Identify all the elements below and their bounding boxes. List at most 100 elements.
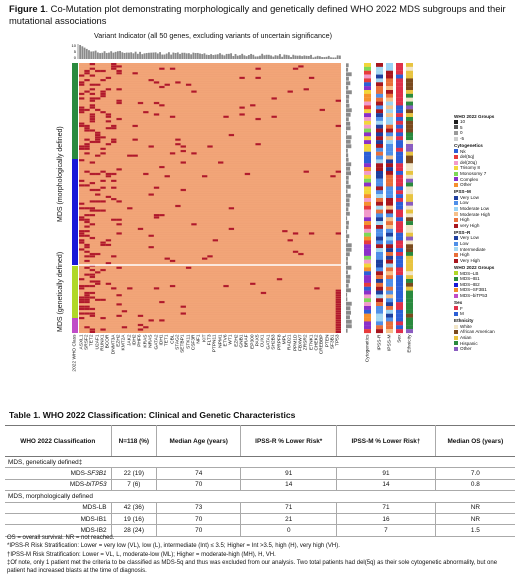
annotation-cell xyxy=(376,248,383,253)
variant-bar xyxy=(232,56,235,59)
mutation-cell xyxy=(335,326,341,329)
mutation-cell xyxy=(148,246,154,249)
annotation-cell xyxy=(386,63,393,67)
mutation-cell xyxy=(335,316,341,320)
mutation-cell xyxy=(116,117,122,121)
mutation-cell xyxy=(111,138,117,141)
annotation-cell xyxy=(376,155,383,160)
frequency-bar xyxy=(346,139,351,144)
annotation-cell xyxy=(396,117,403,121)
frequency-bar xyxy=(346,135,352,140)
frequency-bar xyxy=(346,81,351,86)
annotation-cell xyxy=(406,105,413,110)
mutation-cell xyxy=(89,284,96,288)
annotation-cell xyxy=(396,321,403,326)
mutation-cell xyxy=(223,115,229,118)
side-label-morph: MDS (morphologically defined) xyxy=(57,126,64,222)
variant-bar xyxy=(243,55,246,59)
mutation-cell xyxy=(79,74,85,77)
annotation-cell xyxy=(386,298,393,303)
table-cell: 7.0 xyxy=(435,467,515,480)
annotation-cell xyxy=(396,105,403,110)
table-cell: 7 (6) xyxy=(111,479,158,492)
annotation-column-label: Cytogenetics xyxy=(365,334,370,362)
table-cell: NR xyxy=(435,513,515,526)
annotation-cell xyxy=(396,271,403,276)
annotation-cell xyxy=(364,66,371,71)
variant-bar xyxy=(81,46,84,59)
legend-item-label: High xyxy=(460,252,470,258)
annotation-cell xyxy=(364,209,371,214)
mutation-cell xyxy=(100,111,106,114)
mutation-cell xyxy=(159,319,165,322)
mutation-cell xyxy=(116,223,122,226)
table-cell: 0.8 xyxy=(435,479,515,492)
annotation-cell xyxy=(396,82,403,87)
table-cell: 22 (19) xyxy=(111,467,158,480)
annotation-cell xyxy=(364,252,371,256)
mutation-cell xyxy=(116,218,122,221)
mutation-cell xyxy=(89,255,96,258)
annotation-cell xyxy=(376,225,383,229)
annotation-cell xyxy=(376,128,383,133)
gene-frequency-bars xyxy=(346,63,352,333)
annotation-cell xyxy=(376,232,383,237)
annotation-cell xyxy=(376,90,383,94)
gene-label: ETNK1 xyxy=(309,334,315,350)
variant-bar xyxy=(150,52,153,59)
annotation-cell xyxy=(364,282,371,287)
variant-bar xyxy=(83,47,86,59)
legend-swatch xyxy=(454,324,458,329)
annotation-cell xyxy=(376,275,383,280)
mutation-cell xyxy=(201,175,208,178)
legend-group-title: Ethnicity xyxy=(454,318,474,324)
frequency-bar xyxy=(346,180,349,185)
mutation-cell xyxy=(89,214,96,217)
frequency-bar xyxy=(346,94,350,99)
annotation-cell xyxy=(386,294,393,299)
mutation-cell xyxy=(335,296,341,299)
mutation-cell xyxy=(95,172,101,176)
mutation-cell xyxy=(335,312,341,315)
annotation-cell xyxy=(396,236,403,241)
frequency-bar xyxy=(346,112,351,117)
mutation-cell xyxy=(164,257,170,260)
legend-swatch xyxy=(454,177,458,182)
annotation-cell xyxy=(396,213,403,218)
mutation-cell xyxy=(79,230,85,233)
legend-item-label: Other xyxy=(460,182,472,188)
mutation-cell xyxy=(164,175,170,178)
annotation-cell xyxy=(396,136,403,141)
mutation-cell xyxy=(79,241,85,244)
footnote: ‡Of note, only 1 patient met the criteri… xyxy=(7,559,498,575)
annotation-cell xyxy=(376,159,383,164)
annotation-cell xyxy=(406,221,413,226)
mutation-cell xyxy=(100,147,106,150)
annotation-cell xyxy=(396,144,403,148)
annotation-cell xyxy=(406,232,413,237)
annotation-cell xyxy=(396,182,403,187)
variant-bar xyxy=(123,53,126,59)
variant-bar xyxy=(105,52,108,59)
annotation-cell xyxy=(386,205,393,210)
mutation-cell xyxy=(335,294,341,297)
annotation-cell xyxy=(406,147,413,152)
gene-label: SETBP1 xyxy=(180,334,186,353)
legend-swatch xyxy=(454,136,458,141)
annotation-cell xyxy=(364,124,371,129)
variant-bar xyxy=(296,55,299,59)
mutation-cell xyxy=(308,76,315,80)
mutation-cell xyxy=(84,127,90,130)
annotation-cell xyxy=(364,194,371,199)
annotation-cell xyxy=(386,282,393,287)
variant-bar xyxy=(154,52,157,59)
mutation-cell xyxy=(121,310,128,313)
frequency-bar xyxy=(346,247,352,252)
mutation-cell xyxy=(153,113,160,116)
mutation-cell xyxy=(218,161,224,164)
legend-swatch xyxy=(454,125,458,130)
legend-swatch xyxy=(454,311,458,316)
annotation-cell xyxy=(406,255,413,260)
frequency-bar xyxy=(346,238,348,243)
classification-prefix: MDS-IB2 xyxy=(80,527,107,535)
